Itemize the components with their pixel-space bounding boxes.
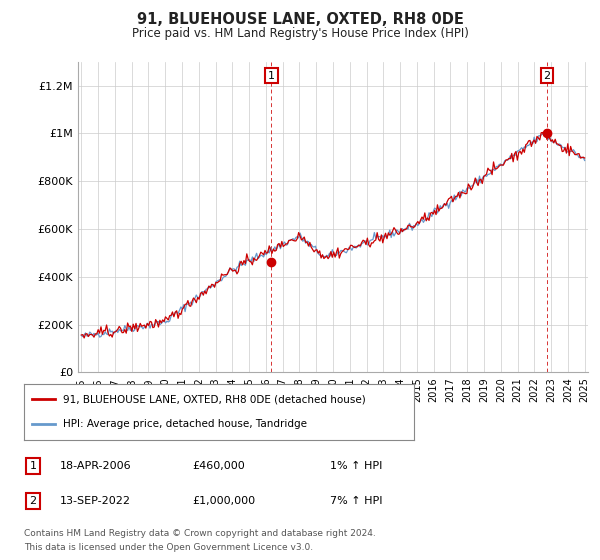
Text: 91, BLUEHOUSE LANE, OXTED, RH8 0DE: 91, BLUEHOUSE LANE, OXTED, RH8 0DE: [137, 12, 463, 27]
Text: 91, BLUEHOUSE LANE, OXTED, RH8 0DE (detached house): 91, BLUEHOUSE LANE, OXTED, RH8 0DE (deta…: [63, 394, 366, 404]
Text: 18-APR-2006: 18-APR-2006: [60, 461, 131, 471]
Text: 1: 1: [268, 71, 275, 81]
Text: 1: 1: [29, 461, 37, 471]
Text: £460,000: £460,000: [192, 461, 245, 471]
Text: Price paid vs. HM Land Registry's House Price Index (HPI): Price paid vs. HM Land Registry's House …: [131, 27, 469, 40]
Text: Contains HM Land Registry data © Crown copyright and database right 2024.: Contains HM Land Registry data © Crown c…: [24, 529, 376, 538]
Text: 2: 2: [544, 71, 550, 81]
Text: 1% ↑ HPI: 1% ↑ HPI: [330, 461, 382, 471]
Text: 13-SEP-2022: 13-SEP-2022: [60, 496, 131, 506]
Text: This data is licensed under the Open Government Licence v3.0.: This data is licensed under the Open Gov…: [24, 543, 313, 552]
Text: HPI: Average price, detached house, Tandridge: HPI: Average price, detached house, Tand…: [63, 419, 307, 429]
Text: 2: 2: [29, 496, 37, 506]
Text: 7% ↑ HPI: 7% ↑ HPI: [330, 496, 383, 506]
Text: £1,000,000: £1,000,000: [192, 496, 255, 506]
